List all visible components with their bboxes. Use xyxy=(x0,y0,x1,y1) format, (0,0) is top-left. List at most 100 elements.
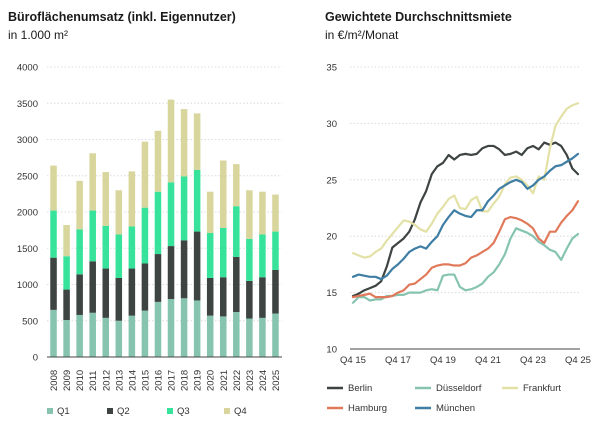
bar-x-tick-label: 2019 xyxy=(193,370,204,391)
line-series-berlin xyxy=(351,141,580,298)
bar-x-tick-label: 2015 xyxy=(140,370,151,391)
bar-x-tick-label: 2012 xyxy=(101,370,112,391)
bar-segment-q2 xyxy=(193,231,201,301)
legend-label-hamburg: Hamburg xyxy=(348,403,387,414)
bar-segment-q4 xyxy=(154,130,162,192)
bar-segment-q1 xyxy=(206,315,214,357)
bar-segment-q1 xyxy=(115,320,123,357)
line-y-tick-label: 10 xyxy=(326,345,337,356)
bar-segment-q2 xyxy=(76,274,83,315)
legend-swatch-q1 xyxy=(47,408,53,414)
bar-segment-q3 xyxy=(180,176,188,241)
bar-segment-q4 xyxy=(141,141,149,208)
bar-segment-q3 xyxy=(219,227,227,278)
bar-x-tick-label: 2023 xyxy=(245,370,256,391)
bar-segment-q2 xyxy=(167,246,175,299)
bar-segment-q4 xyxy=(50,165,57,211)
legend-swatch-q4 xyxy=(224,408,230,414)
line-y-tick-label: 30 xyxy=(326,119,337,130)
bar-x-tick-label: 2016 xyxy=(153,370,164,391)
bar-x-tick-label: 2021 xyxy=(219,370,230,391)
bar-segment-q2 xyxy=(259,277,266,318)
bar-segment-q3 xyxy=(233,206,240,257)
bar-segment-q3 xyxy=(128,226,136,269)
bar-x-tick-label: 2017 xyxy=(167,370,178,391)
bar-segment-q4 xyxy=(272,194,279,232)
bar-segment-q4 xyxy=(89,153,96,211)
bar-x-tick-label: 2010 xyxy=(75,370,86,391)
bar-segment-q1 xyxy=(180,298,188,357)
bar-x-tick-label: 2025 xyxy=(271,370,282,391)
bar-x-tick-label: 2022 xyxy=(232,370,243,391)
bar-segment-q1 xyxy=(89,312,96,357)
bar-segment-q3 xyxy=(50,210,57,258)
bar-segment-q3 xyxy=(154,191,162,255)
bar-segment-q4 xyxy=(259,191,266,235)
bar-chart-legend: Q1 Q2 Q3 Q4 xyxy=(47,406,247,417)
bar-segment-q1 xyxy=(272,313,279,357)
bar-segment-q2 xyxy=(141,263,149,311)
bar-y-tick-label: 1000 xyxy=(17,280,38,291)
bar-segment-q4 xyxy=(180,109,188,177)
bar-segment-q1 xyxy=(76,314,83,357)
line-y-tick-label: 15 xyxy=(326,288,337,299)
bar-x-tick-label: 2018 xyxy=(180,370,191,391)
bar-segment-q2 xyxy=(154,254,162,302)
bar-segment-q2 xyxy=(180,240,188,299)
line-chart-title: Gewichtete Durchschnittsmiete xyxy=(325,10,512,24)
line-chart-subtitle: in €/m²/Monat xyxy=(325,28,399,42)
bar-segment-q1 xyxy=(154,301,162,357)
legend-label-düsseldorf: Düsseldorf xyxy=(436,383,482,394)
bar-y-tick-label: 4000 xyxy=(17,63,38,74)
bar-segment-q3 xyxy=(63,256,70,290)
line-x-tick-label: Q4 21 xyxy=(475,355,501,366)
bar-segment-q3 xyxy=(272,231,279,270)
bar-segment-q2 xyxy=(246,280,253,319)
line-y-tick-label: 25 xyxy=(326,175,337,186)
bar-segment-q1 xyxy=(219,316,227,357)
bar-segment-q1 xyxy=(63,320,70,357)
bar-segment-q1 xyxy=(141,310,149,357)
bar-segment-q4 xyxy=(233,164,240,207)
bar-segment-q2 xyxy=(206,277,214,316)
line-series-frankfurt xyxy=(351,101,580,259)
legend-label-q1: Q1 xyxy=(57,406,70,417)
line-x-tick-label: Q4 23 xyxy=(520,355,546,366)
line-x-tick-label: Q4 15 xyxy=(340,355,366,366)
bar-segment-q1 xyxy=(50,309,57,357)
legend-label-berlin: Berlin xyxy=(348,383,372,394)
bar-chart-subtitle: in 1.000 m² xyxy=(8,28,68,42)
bar-segment-q1 xyxy=(193,300,201,357)
bar-segment-q1 xyxy=(128,315,136,357)
line-x-tick-label: Q4 17 xyxy=(385,355,411,366)
bar-y-tick-label: 0 xyxy=(33,353,38,364)
bar-segment-q4 xyxy=(63,225,70,257)
bar-y-tick-label: 2000 xyxy=(17,208,38,219)
bar-segment-q1 xyxy=(167,299,175,357)
bar-x-tick-label: 2013 xyxy=(114,370,125,391)
legend-swatch-q3 xyxy=(167,408,173,414)
bar-segment-q2 xyxy=(219,277,227,317)
bar-x-tick-label: 2020 xyxy=(206,370,217,391)
bar-y-tick-label: 500 xyxy=(22,316,38,327)
bar-segment-q4 xyxy=(219,160,227,228)
bar-segment-q2 xyxy=(115,277,123,321)
bar-segment-q4 xyxy=(206,191,214,234)
bar-x-tick-label: 2011 xyxy=(88,371,99,391)
bar-segment-q3 xyxy=(76,229,83,275)
legend-label-q4: Q4 xyxy=(234,406,247,417)
bar-segment-q1 xyxy=(246,318,253,357)
bar-chart: 0 500 1000 1500 2000 2500 3000 3500 4000 2008 2009… xyxy=(17,63,282,391)
line-x-tick-label: Q4 25 xyxy=(565,355,591,366)
line-chart-legend: Berlin Düsseldorf Frankfurt Hamburg München xyxy=(327,383,561,414)
line-y-tick-label: 20 xyxy=(326,232,337,243)
legend-label-münchen: München xyxy=(436,403,475,414)
line-x-tick-label: Q4 19 xyxy=(430,355,456,366)
bar-segment-q3 xyxy=(259,234,266,278)
bar-segment-q3 xyxy=(115,234,123,278)
bar-segment-q3 xyxy=(89,210,96,262)
bar-segment-q2 xyxy=(102,268,110,318)
bar-segment-q4 xyxy=(102,172,110,226)
bar-segment-q2 xyxy=(272,270,279,314)
